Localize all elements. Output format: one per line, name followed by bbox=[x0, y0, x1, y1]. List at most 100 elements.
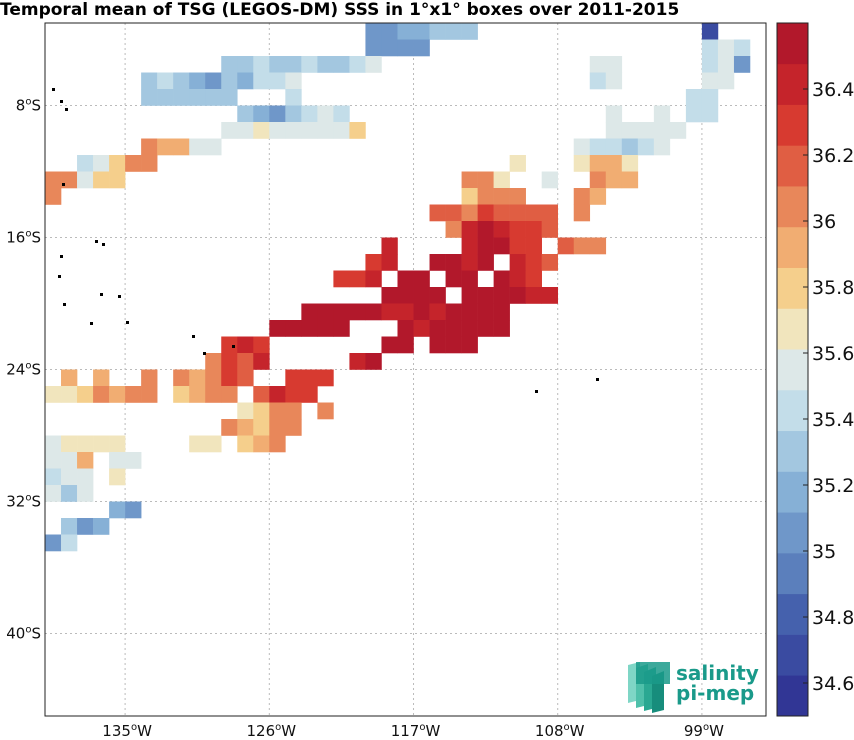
sss-cell bbox=[317, 56, 334, 73]
sss-cell bbox=[461, 254, 478, 271]
sss-cell bbox=[461, 204, 478, 222]
sss-cell bbox=[221, 72, 238, 90]
colorbar-segment bbox=[777, 593, 808, 635]
sss-cell bbox=[285, 402, 302, 420]
sss-cell bbox=[61, 386, 78, 403]
sss-cell bbox=[477, 171, 494, 189]
sss-cell bbox=[301, 320, 318, 337]
sss-cell bbox=[717, 39, 735, 57]
sss-cell bbox=[285, 122, 302, 139]
sss-cell bbox=[77, 452, 94, 469]
sss-cell bbox=[269, 402, 286, 420]
logo-line1: salinity bbox=[676, 661, 759, 685]
sss-cell bbox=[413, 39, 430, 57]
colorbar-segment bbox=[777, 145, 808, 187]
sss-cell bbox=[621, 138, 639, 156]
sss-cell bbox=[253, 353, 270, 370]
sss-cell bbox=[381, 254, 398, 271]
island-speck bbox=[535, 390, 538, 393]
colorbar-segment bbox=[777, 267, 808, 309]
sss-cell bbox=[301, 56, 318, 73]
sss-cell bbox=[253, 72, 270, 90]
sss-cell bbox=[397, 303, 414, 321]
island-speck bbox=[60, 255, 63, 258]
island-speck bbox=[58, 275, 61, 278]
sss-cell bbox=[541, 287, 559, 304]
sss-cell bbox=[509, 155, 526, 172]
sss-cell bbox=[461, 171, 478, 189]
sss-cell bbox=[429, 336, 446, 354]
sss-cell bbox=[237, 369, 254, 387]
sss-cell bbox=[397, 39, 414, 57]
sss-cell bbox=[237, 56, 254, 73]
lon-tick-label: 108oW bbox=[535, 722, 585, 740]
sss-cell bbox=[45, 386, 62, 403]
sss-cell bbox=[381, 287, 398, 304]
lat-ticks: 8oS 16oS 24oS 32oS 40oS bbox=[6, 97, 41, 643]
sss-cell bbox=[93, 369, 110, 387]
sss-cell bbox=[525, 237, 542, 255]
sss-cell bbox=[205, 369, 222, 387]
sss-cell bbox=[221, 89, 238, 106]
colorbar-tick-label: 35.8 bbox=[812, 277, 854, 299]
sss-cell bbox=[365, 303, 382, 321]
sss-cell bbox=[445, 270, 462, 288]
sss-cell bbox=[461, 303, 478, 321]
lon-tick-label: 117oW bbox=[391, 722, 441, 740]
sss-cell bbox=[237, 72, 254, 90]
colorbar-tick-label: 36.4 bbox=[812, 79, 854, 101]
sss-cell bbox=[237, 105, 254, 123]
colorbar-segment bbox=[777, 308, 808, 350]
sss-cell bbox=[109, 468, 126, 486]
sss-cell bbox=[317, 320, 334, 337]
sss-cell bbox=[461, 287, 478, 304]
sss-cell bbox=[701, 56, 719, 73]
lon-tick-label: 99oW bbox=[684, 722, 724, 740]
sss-cell bbox=[573, 138, 591, 156]
sss-cell bbox=[173, 369, 190, 387]
sss-cell bbox=[77, 171, 94, 189]
sss-cell bbox=[365, 39, 382, 57]
sss-cell bbox=[589, 138, 607, 156]
sss-cell bbox=[269, 435, 286, 453]
sss-cell bbox=[333, 320, 350, 337]
colorbar-segment bbox=[777, 226, 808, 268]
sss-cell bbox=[445, 221, 462, 238]
sss-cell bbox=[685, 89, 703, 106]
island-speck bbox=[596, 378, 599, 381]
sss-cell bbox=[77, 435, 94, 453]
sss-cell bbox=[525, 204, 542, 222]
sss-cell bbox=[173, 89, 190, 106]
lat-tick-label: 40oS bbox=[6, 625, 41, 643]
sss-cell bbox=[493, 320, 510, 337]
sss-cell bbox=[461, 270, 478, 288]
sss-cell bbox=[189, 89, 206, 106]
sss-cell bbox=[509, 188, 526, 205]
sss-cell bbox=[573, 188, 591, 205]
sss-cell bbox=[365, 353, 382, 370]
sss-cell bbox=[205, 386, 222, 403]
sss-cell bbox=[77, 155, 94, 172]
sss-cell bbox=[269, 122, 286, 139]
sss-cell bbox=[221, 353, 238, 370]
sss-cell bbox=[445, 303, 462, 321]
island-speck bbox=[126, 321, 129, 324]
sss-cell bbox=[605, 122, 623, 139]
sss-cell bbox=[253, 386, 270, 403]
sss-cell bbox=[397, 336, 414, 354]
sss-cell bbox=[45, 534, 62, 552]
sss-cell bbox=[141, 72, 158, 90]
sss-cell bbox=[221, 56, 238, 73]
sss-cell bbox=[61, 435, 78, 453]
sss-cell bbox=[189, 138, 206, 156]
sss-cell bbox=[93, 435, 110, 453]
sss-cell bbox=[429, 303, 446, 321]
sss-cell bbox=[589, 56, 607, 73]
sss-cell bbox=[221, 122, 238, 139]
sss-cell bbox=[349, 56, 366, 73]
sss-cell bbox=[141, 386, 158, 403]
lon-tick-label: 135oW bbox=[102, 722, 152, 740]
sss-cell bbox=[61, 518, 78, 535]
colorbar-segment bbox=[777, 389, 808, 432]
sss-cell bbox=[205, 138, 222, 156]
